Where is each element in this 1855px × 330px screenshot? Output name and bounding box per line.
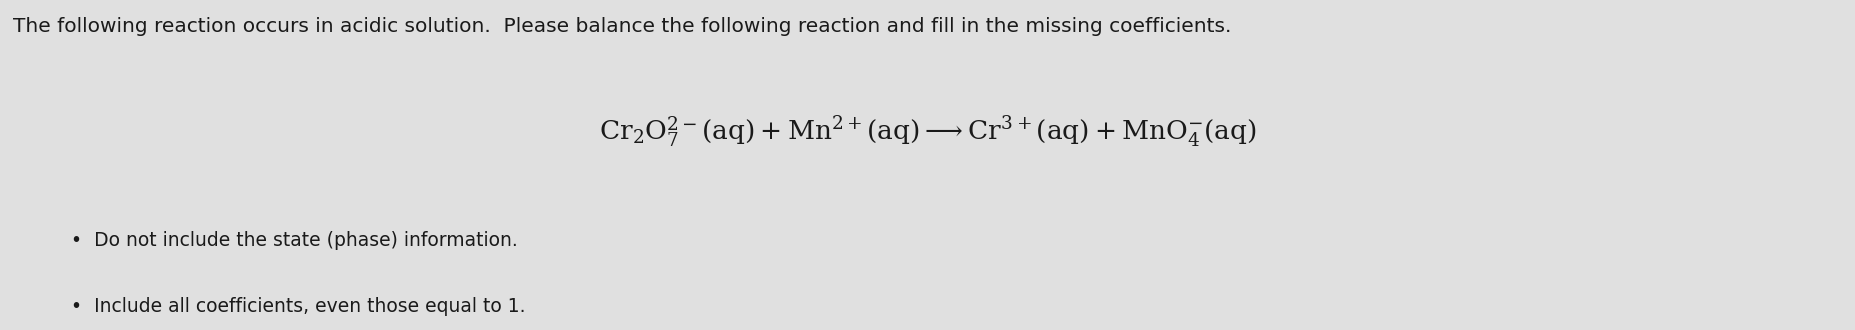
Text: •  Do not include the state (phase) information.: • Do not include the state (phase) infor… bbox=[70, 231, 518, 250]
Text: $\mathregular{Cr_2O_7^{2-}(aq) + Mn^{2+}(aq) \longrightarrow Cr^{3+}(aq) + MnO_4: $\mathregular{Cr_2O_7^{2-}(aq) + Mn^{2+}… bbox=[599, 114, 1256, 150]
Text: •  Include all coefficients, even those equal to 1.: • Include all coefficients, even those e… bbox=[70, 297, 525, 316]
Text: The following reaction occurs in acidic solution.  Please balance the following : The following reaction occurs in acidic … bbox=[13, 16, 1230, 36]
